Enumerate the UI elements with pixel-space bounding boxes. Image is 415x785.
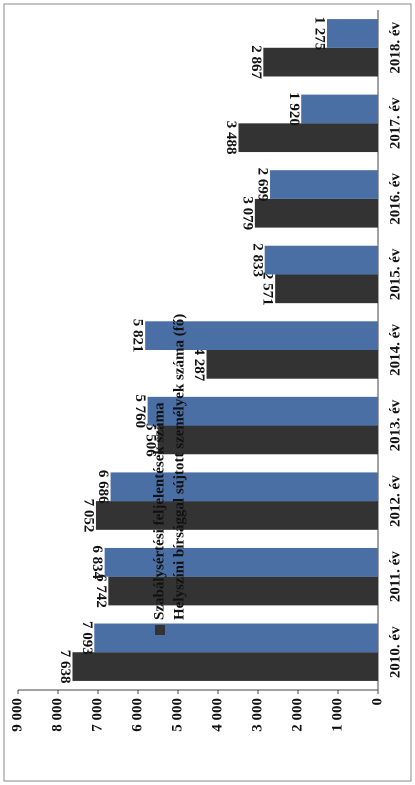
data-label: 3 488 <box>223 121 239 155</box>
y-tick-label: 6 000 <box>129 698 145 732</box>
bar <box>94 623 378 653</box>
y-tick-label: 4 000 <box>209 698 225 732</box>
data-label: 5 506 <box>142 423 158 457</box>
y-tick-label: 3 000 <box>249 698 265 732</box>
data-label: 2 867 <box>248 45 264 79</box>
data-label: 1 275 <box>312 17 328 51</box>
data-label: 4 287 <box>191 347 207 381</box>
bar <box>270 170 379 199</box>
legend-label: Szabálysértési feljelentések száma <box>151 402 167 620</box>
data-label: 7 638 <box>57 650 73 684</box>
data-label: 2 699 <box>255 168 271 202</box>
bar <box>238 123 378 153</box>
data-label: 2 571 <box>260 272 276 306</box>
legend-label: Helyszíni bírsággal sújtott személyek sz… <box>171 314 187 620</box>
data-label: 6 742 <box>93 574 109 608</box>
bar <box>275 274 378 304</box>
bar <box>263 47 379 77</box>
data-label: 2 833 <box>249 243 265 277</box>
bar <box>157 425 378 455</box>
bar <box>254 198 378 228</box>
x-tick-label: 2013. év <box>387 399 403 451</box>
y-tick-label: 5 000 <box>169 698 185 732</box>
x-tick-label: 2012. év <box>387 475 403 527</box>
data-label: 1 920 <box>286 92 302 126</box>
bar <box>108 576 378 606</box>
data-label: 5 821 <box>130 319 146 353</box>
bar <box>206 350 378 379</box>
x-tick-label: 2014. év <box>387 324 403 376</box>
bar <box>327 19 378 48</box>
bar <box>264 245 378 275</box>
bar <box>72 652 378 681</box>
data-label: 5 760 <box>132 394 148 428</box>
y-tick-label: 2 000 <box>289 698 305 732</box>
x-tick-label: 2011. év <box>387 551 403 602</box>
y-tick-label: 8 000 <box>49 698 65 732</box>
bar <box>147 396 378 426</box>
x-tick-label: 2016. év <box>387 173 403 225</box>
data-label: 3 079 <box>239 196 255 230</box>
y-tick-label: 1 000 <box>329 698 345 732</box>
data-label: 7 093 <box>79 621 95 655</box>
bar <box>104 547 378 577</box>
bar <box>95 501 378 530</box>
x-tick-label: 2015. év <box>387 248 403 300</box>
x-tick-label: 2017. év <box>387 97 403 149</box>
frame <box>3 3 412 782</box>
data-label: 6 834 <box>89 545 105 579</box>
data-label: 7 052 <box>80 499 96 533</box>
y-tick-label: 9 000 <box>9 698 25 732</box>
legend-swatch <box>155 625 165 635</box>
legend-swatch <box>175 625 185 635</box>
y-tick-label: 0 <box>369 698 385 706</box>
y-tick-label: 7 000 <box>89 698 105 732</box>
x-tick-label: 2010. év <box>387 626 403 678</box>
x-tick-label: 2018. év <box>387 21 403 73</box>
bar <box>145 321 378 350</box>
bar <box>301 94 379 124</box>
rotated-chart: 0 1 000 2 000 3 000 4 000 5 000 6 000 7 000 8 00… <box>9 10 403 732</box>
data-label: 6 686 <box>95 470 111 504</box>
bar <box>110 472 378 502</box>
